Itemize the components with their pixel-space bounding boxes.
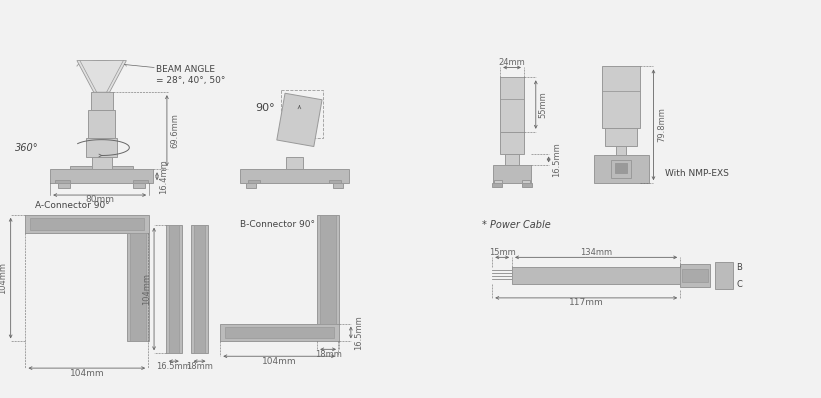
Polygon shape [277,93,322,146]
Bar [133,183,145,188]
Bar [715,262,732,289]
Bar [88,110,116,138]
Bar [680,264,710,287]
Text: 79.8mm: 79.8mm [657,107,666,142]
Text: 18mm: 18mm [314,350,342,359]
Bar [286,158,304,169]
Bar [281,90,323,138]
Polygon shape [77,60,126,92]
Bar [131,232,146,341]
Bar [500,77,524,132]
Bar [494,180,502,186]
Text: 104mm: 104mm [262,357,296,366]
Text: B-Connector 90°: B-Connector 90° [240,220,315,229]
Text: 55mm: 55mm [539,91,548,118]
Text: BEAM ANGLE
= 28°, 40°, 50°: BEAM ANGLE = 28°, 40°, 50° [156,66,226,85]
Bar [194,225,205,353]
Text: 104mm: 104mm [70,369,104,378]
Bar [70,166,133,169]
Bar [86,138,117,158]
Text: 15mm: 15mm [488,248,516,257]
Text: * Power Cable: * Power Cable [483,220,551,230]
Bar [190,225,209,353]
Bar [333,183,343,188]
Bar [500,132,524,154]
Bar [317,215,339,324]
Bar [127,232,149,341]
Bar [522,183,532,187]
Text: C: C [736,279,742,289]
Bar [602,66,640,128]
Bar [91,92,112,110]
Bar [329,180,341,183]
Text: A-Connector 90°: A-Connector 90° [35,201,110,210]
Bar [594,156,649,183]
Text: B: B [736,263,742,272]
Bar [50,169,153,183]
Text: 16.4mm: 16.4mm [159,159,168,194]
Bar [25,215,149,232]
Bar [605,128,636,146]
Bar [30,218,144,230]
Text: 16.5mm: 16.5mm [157,362,191,371]
Bar [611,160,631,178]
Bar [92,158,112,169]
Bar [240,169,349,183]
Bar [320,215,336,324]
Bar [133,180,148,183]
Bar [58,183,70,188]
Bar [246,183,256,188]
Text: 69.6mm: 69.6mm [170,113,179,148]
Bar [522,180,530,186]
Bar [615,164,626,173]
Text: 90°: 90° [255,103,275,113]
Bar [493,166,531,183]
Bar [616,146,626,156]
Text: 134mm: 134mm [580,248,612,257]
Text: 18mm: 18mm [186,362,213,371]
Text: 16.5mm: 16.5mm [355,315,363,350]
Text: 16.5mm: 16.5mm [552,142,561,177]
Bar [166,225,181,353]
Bar [505,154,519,166]
Text: 104mm: 104mm [0,262,7,294]
Text: 24mm: 24mm [498,58,525,67]
Text: With NMP-EXS: With NMP-EXS [665,169,729,178]
Bar [225,327,334,338]
Bar [55,180,70,183]
Text: 360°: 360° [15,142,39,152]
Text: 117mm: 117mm [569,298,603,307]
Text: 80mm: 80mm [85,195,114,205]
Bar [169,225,179,353]
Bar [248,180,260,183]
Text: 104mm: 104mm [142,273,150,305]
Bar [220,324,339,341]
Bar [512,267,680,284]
Bar [493,183,502,187]
Bar [682,269,708,282]
